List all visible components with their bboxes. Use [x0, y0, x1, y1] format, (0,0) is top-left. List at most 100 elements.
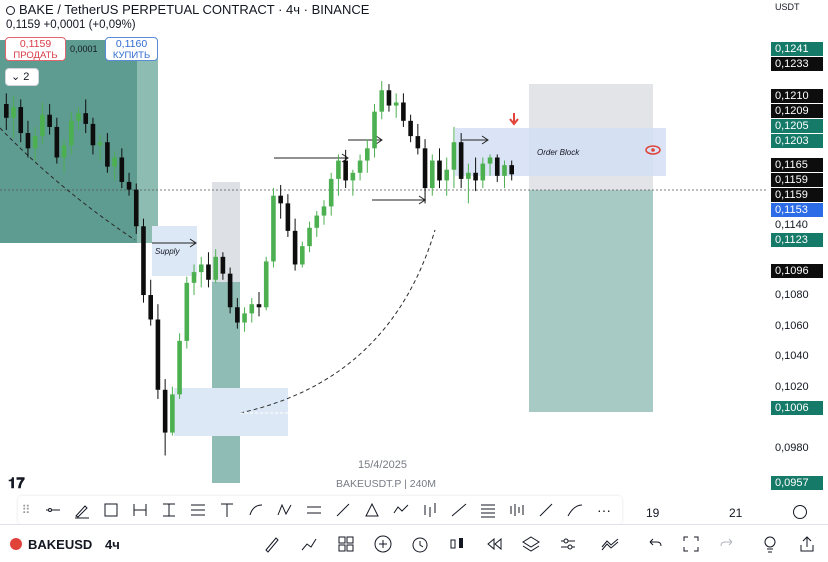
- title-text: BAKE / TetherUS PERPETUAL CONTRACT · 4ч …: [19, 2, 370, 17]
- symbol-logo-icon: [10, 538, 22, 550]
- candle-body: [227, 273, 233, 308]
- layout-grid-icon[interactable]: [334, 533, 358, 555]
- candle-body: [473, 172, 478, 181]
- redo-icon[interactable]: [716, 533, 740, 555]
- pattern-icon[interactable]: [274, 499, 296, 521]
- price-label: 0,1060: [775, 319, 809, 332]
- price-label: 0,1006: [771, 401, 823, 416]
- price-range-icon[interactable]: [158, 499, 180, 521]
- candle-body: [242, 313, 247, 323]
- candle-body: [328, 178, 334, 207]
- indicators-toggle[interactable]: ⌄ 2: [5, 68, 39, 86]
- polyline-icon[interactable]: [390, 499, 412, 521]
- candle-body: [105, 142, 110, 167]
- arrow-lines: [152, 135, 489, 248]
- candle-body: [40, 114, 45, 137]
- candle-body: [509, 165, 514, 175]
- drag-handle-icon[interactable]: ⠿: [21, 503, 31, 517]
- candles-group: [4, 81, 514, 456]
- fib-icon[interactable]: [187, 499, 209, 521]
- path-icon[interactable]: [245, 499, 267, 521]
- candle-body: [126, 181, 132, 190]
- price-label: 0,0980: [775, 441, 809, 454]
- candle-body: [162, 389, 168, 433]
- candle-body: [437, 160, 442, 181]
- candle-body: [451, 142, 457, 170]
- candle-body: [458, 142, 464, 179]
- candle-body: [480, 163, 486, 181]
- rectangle-icon[interactable]: [100, 499, 122, 521]
- brush-icon[interactable]: [71, 499, 93, 521]
- eye-icon[interactable]: [645, 145, 661, 155]
- price-label: 0,1241: [771, 42, 823, 56]
- candle-body: [54, 126, 60, 158]
- text-icon[interactable]: [216, 499, 238, 521]
- curve-icon[interactable]: [564, 499, 586, 521]
- candle-body: [184, 282, 190, 341]
- undo-icon[interactable]: [642, 533, 666, 555]
- price-label: 0,1205: [771, 119, 823, 134]
- candle-body: [47, 114, 52, 127]
- share-icon[interactable]: [795, 533, 819, 555]
- fullscreen-icon[interactable]: [679, 533, 703, 555]
- fib-fan-icon[interactable]: [477, 499, 499, 521]
- candle-body: [487, 157, 493, 164]
- candle-body: [429, 160, 435, 189]
- trend-line-icon[interactable]: [42, 499, 64, 521]
- candle-body: [372, 111, 377, 149]
- ray-icon[interactable]: [332, 499, 354, 521]
- zone-highlight: [137, 40, 158, 243]
- candle-body: [191, 272, 197, 283]
- layers-icon[interactable]: [519, 533, 543, 555]
- add-icon[interactable]: [371, 533, 395, 555]
- candle-body: [141, 226, 146, 296]
- date-label: 15/4/2025: [358, 459, 407, 471]
- symbol-name[interactable]: BAKEUSD: [28, 537, 93, 552]
- settings-gear-icon[interactable]: [793, 505, 807, 519]
- candle-body: [502, 165, 507, 176]
- info-icon: [6, 6, 15, 15]
- candle-body: [213, 256, 218, 280]
- buy-button[interactable]: 0,1160 КУПИТЬ: [105, 37, 158, 61]
- candle-body: [343, 160, 348, 181]
- chart-type-icon[interactable]: [297, 533, 321, 555]
- price-label: 0,1210: [771, 89, 823, 104]
- candle-body: [83, 113, 89, 124]
- currency-label[interactable]: USDT: [775, 2, 800, 12]
- triangle-icon[interactable]: [361, 499, 383, 521]
- price-label: 0,1159: [771, 173, 823, 188]
- draw-icon[interactable]: [260, 533, 284, 555]
- candle-body: [314, 215, 320, 228]
- price-chart[interactable]: Supply Order Block: [0, 0, 770, 500]
- candle-body: [76, 113, 81, 121]
- replay-icon[interactable]: [482, 533, 506, 555]
- candle-body: [206, 264, 211, 280]
- order-block-label: Order Block: [537, 148, 580, 157]
- extended-line-icon[interactable]: [448, 499, 470, 521]
- more-tools-icon[interactable]: ···: [597, 502, 611, 518]
- zone-blue-bottom: [174, 388, 288, 436]
- lightbulb-icon[interactable]: [758, 533, 782, 555]
- bars-pattern-icon[interactable]: [419, 499, 441, 521]
- date-range-icon[interactable]: [129, 499, 151, 521]
- sell-button[interactable]: 0,1159 ПРОДАТЬ: [5, 37, 66, 61]
- candles-icon[interactable]: [445, 533, 469, 555]
- parallel-channel-icon[interactable]: [303, 499, 325, 521]
- alert-clock-icon[interactable]: [408, 533, 432, 555]
- candle-body: [285, 203, 291, 231]
- candle-body: [170, 394, 175, 433]
- measure-icon[interactable]: [535, 499, 557, 521]
- tradingview-logo[interactable]: 𝟏𝟕: [8, 475, 25, 492]
- candle-body: [379, 90, 385, 112]
- compare-icon[interactable]: [598, 533, 622, 555]
- trendline-dashed: [0, 127, 136, 241]
- settings-sliders-icon[interactable]: [556, 533, 580, 555]
- candle-body: [220, 256, 226, 274]
- forecast-icon[interactable]: [506, 499, 528, 521]
- candle-body: [494, 157, 500, 176]
- time-label-21: 21: [729, 506, 743, 520]
- price-axis[interactable]: [768, 0, 828, 500]
- timeframe[interactable]: 4ч: [105, 537, 120, 552]
- candle-body: [25, 133, 31, 149]
